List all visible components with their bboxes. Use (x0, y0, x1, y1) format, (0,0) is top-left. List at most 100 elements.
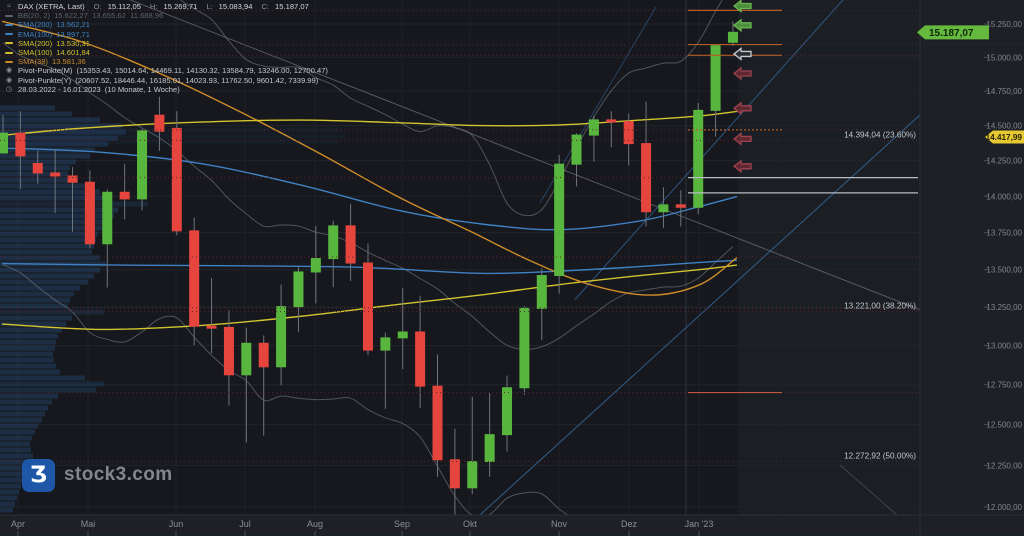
candle[interactable] (675, 190, 686, 227)
candle-body (206, 325, 217, 329)
candle[interactable] (641, 101, 652, 227)
candle[interactable] (484, 392, 495, 477)
candle[interactable] (206, 278, 217, 354)
legend-row-daterange[interactable]: ◷ 28.03.2022 - 16.01.2023 (10 Monate, 1 Wo… (4, 85, 328, 94)
candle[interactable] (345, 203, 356, 281)
x-tick-label: Jan '23 (685, 519, 714, 529)
candle[interactable] (310, 226, 321, 304)
candle[interactable] (50, 148, 61, 213)
legend-row-sma100[interactable]: SMA(100) 14.601,84 (4, 48, 328, 57)
signal-arrow-red[interactable] (732, 159, 752, 174)
volume-profile-bar (0, 273, 94, 279)
candle[interactable] (727, 21, 738, 47)
candle-body (536, 275, 547, 309)
signal-arrow-red[interactable] (732, 132, 752, 146)
volume-profile-bar (0, 339, 56, 345)
candle-body (432, 385, 443, 461)
candle[interactable] (293, 267, 304, 332)
symbol-legend-row[interactable]: ≈ DAX (XETRA, Last) O: 15.112,05 H: 15.269,71… (4, 2, 328, 11)
candle-body (102, 191, 113, 245)
candle-body (571, 134, 582, 165)
candle[interactable] (15, 111, 26, 190)
candle[interactable] (606, 111, 617, 148)
trendline[interactable] (460, 114, 920, 533)
candle[interactable] (258, 335, 269, 436)
legend-row-ema100[interactable]: EMA(100) 13.997,71 (4, 30, 328, 39)
candle[interactable] (189, 217, 200, 346)
candle-body (606, 119, 617, 123)
signal-arrow-red[interactable] (732, 66, 752, 81)
candle-body (223, 326, 234, 376)
candle-body (276, 306, 287, 368)
svg-text:15.187,07: 15.187,07 (929, 28, 974, 39)
candle-body (658, 204, 669, 213)
candle[interactable] (502, 375, 513, 452)
candle[interactable] (276, 284, 287, 386)
candle[interactable] (171, 111, 182, 236)
signal-arrow-green[interactable] (732, 0, 752, 13)
candle[interactable] (0, 115, 8, 154)
date-range: 28.03.2022 - 16.01.2023 (18, 84, 101, 94)
candle[interactable] (328, 220, 339, 288)
volume-profile-bar (0, 363, 56, 369)
candle[interactable] (658, 187, 669, 228)
signal-arrow-white[interactable] (732, 47, 752, 61)
volume-profile-bar (0, 483, 21, 489)
price-axis[interactable] (920, 0, 1024, 515)
candle[interactable] (536, 268, 547, 341)
signal-arrow-green[interactable] (732, 18, 752, 33)
trendline[interactable] (839, 464, 920, 535)
legend-row-sma38[interactable]: SMA(38) 13.581,36 (4, 57, 328, 66)
candle[interactable] (32, 150, 43, 184)
candle[interactable] (519, 306, 530, 395)
candle[interactable] (241, 327, 252, 443)
candle-body (345, 225, 356, 264)
volume-profile-bar (0, 237, 96, 243)
sma100-line-icon (4, 51, 14, 54)
candle[interactable] (223, 309, 234, 406)
legend-row-ema200[interactable]: EMA(200) 13.562,21 (4, 20, 328, 29)
volume-profile-bar (0, 489, 19, 495)
y-tick-label: 12.750,00 (986, 381, 1022, 390)
candle[interactable] (554, 154, 565, 294)
candle[interactable] (588, 115, 599, 162)
candle-body (258, 342, 269, 368)
ema100-name: EMA(100) (18, 29, 53, 39)
volume-profile-bar (0, 303, 68, 309)
candle[interactable] (84, 170, 95, 249)
candle[interactable] (710, 44, 721, 137)
candle[interactable] (693, 102, 704, 215)
volume-profile-bar (0, 117, 100, 123)
candle[interactable] (380, 332, 391, 409)
price-alert-tag[interactable]: 14.417,99 (985, 130, 1024, 144)
time-axis[interactable] (0, 515, 1024, 536)
plot-content (0, 0, 920, 535)
candle-body (119, 191, 130, 200)
candle[interactable] (154, 96, 165, 151)
candle-body (137, 130, 148, 200)
x-tick-label: Mai (81, 519, 96, 529)
candle[interactable] (432, 354, 443, 477)
signal-arrow-red[interactable] (732, 101, 752, 116)
candle[interactable] (362, 243, 373, 356)
candle[interactable] (623, 113, 634, 166)
candle-body (623, 121, 634, 145)
candle[interactable] (449, 428, 460, 516)
trendline[interactable] (129, 0, 920, 311)
candle[interactable] (137, 129, 148, 211)
pivot-y-values: (20607.52, 18446.44, 16185.01, 14023.93,… (75, 75, 319, 85)
candle[interactable] (415, 295, 426, 409)
legend-row-pivot-m[interactable]: ◉ Pivot-Punkte(M) (15353.43, 15014.64, 144… (4, 66, 328, 75)
candle[interactable] (102, 189, 113, 288)
candle[interactable] (119, 164, 130, 220)
stock3-logo[interactable]: Ʒ (22, 459, 55, 492)
candle[interactable] (397, 287, 408, 370)
volume-profile-bar (0, 315, 72, 321)
legend-row-bb[interactable]: BB(20, 2) 15.622,27 13.655,62 11.688,96 (4, 11, 328, 20)
legend-row-sma200[interactable]: SMA(200) 13.530,31 (4, 39, 328, 48)
legend-row-pivot-y[interactable]: ◉ Pivot-Punkte(Y) (20607.52, 18446.44, 161… (4, 76, 328, 85)
low-label: L: (206, 2, 213, 11)
trendline[interactable] (574, 0, 844, 300)
series-icon: ≈ (7, 3, 11, 10)
